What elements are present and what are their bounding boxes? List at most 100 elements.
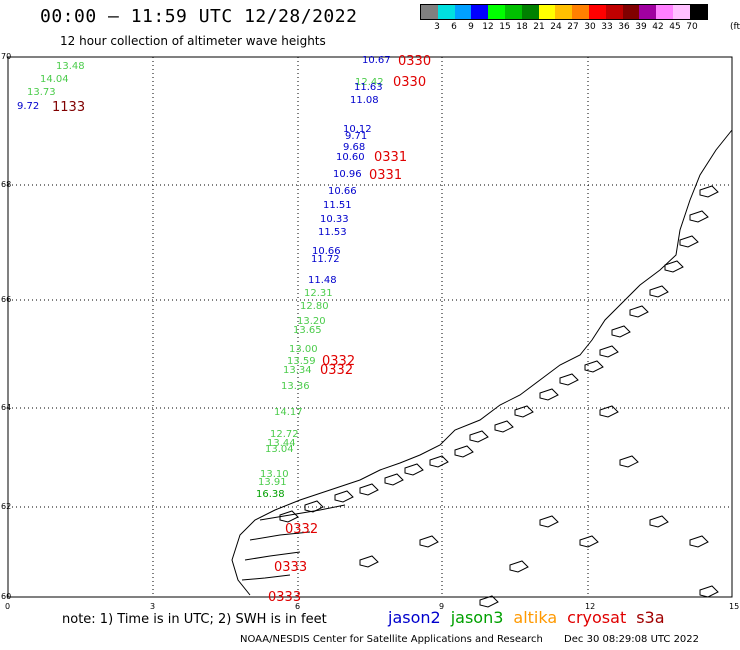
- observation-time-label: 0331: [374, 150, 407, 165]
- wave-height-label: 11.48: [308, 275, 337, 286]
- color-scale-tick: 15: [499, 22, 511, 32]
- island-outline: [559, 373, 579, 386]
- wave-height-label: 13.73: [27, 87, 56, 98]
- wave-height-label: 9.71: [345, 131, 367, 142]
- coastline: [249, 531, 311, 541]
- color-swatch: [421, 5, 438, 19]
- lon-tick-label: 6: [295, 602, 300, 611]
- wave-height-label: 13.00: [289, 344, 318, 355]
- color-swatch: [689, 5, 707, 19]
- credit-line: NOAA/NESDIS Center for Satellite Applica…: [240, 634, 717, 645]
- island-outline: [404, 463, 424, 476]
- wave-height-label: 13.36: [281, 381, 310, 392]
- wave-height-label: 13.04: [265, 444, 294, 455]
- color-swatch: [471, 5, 489, 19]
- credit-org: NOAA/NESDIS Center for Satellite Applica…: [240, 634, 543, 645]
- coastline: [231, 129, 733, 596]
- island-outline: [359, 555, 379, 568]
- observation-time-label: 0331: [369, 168, 402, 183]
- color-scale-tick: 6: [451, 22, 457, 32]
- island-outline: [599, 405, 619, 418]
- wave-height-label: 11.51: [323, 200, 352, 211]
- color-scale-tick: 12: [482, 22, 494, 32]
- page-subtitle: 12 hour collection of altimeter wave hei…: [60, 34, 326, 48]
- island-outline: [611, 325, 631, 338]
- wave-height-label: 11.08: [350, 95, 379, 106]
- island-outline: [514, 405, 534, 418]
- footnote: note: 1) Time is in UTC; 2) SWH is in fe…: [62, 612, 327, 627]
- observation-time-label: 0332: [322, 354, 355, 369]
- island-outline: [494, 420, 514, 433]
- color-swatch: [488, 5, 505, 19]
- island-outline: [664, 260, 684, 273]
- island-outline: [334, 490, 354, 503]
- credit-timestamp: Dec 30 08:29:08 UTC 2022: [564, 634, 700, 645]
- island-outline: [699, 585, 719, 598]
- island-outline: [579, 535, 599, 548]
- wave-height-label: 13.59: [287, 356, 316, 367]
- color-swatch: [572, 5, 589, 19]
- wave-height-label: 14.04: [40, 74, 69, 85]
- satellite-label-jason2: jason2: [388, 608, 441, 627]
- observation-time-label: 0330: [398, 54, 431, 69]
- color-scale-bar: [420, 4, 708, 20]
- coastline: [244, 551, 301, 561]
- lat-tick-label: 60: [1, 592, 11, 601]
- wave-height-label: 13.44: [267, 438, 296, 449]
- observation-time-label: 0332: [285, 522, 318, 537]
- color-swatch: [521, 5, 539, 19]
- wave-height-label: 13.65: [293, 325, 322, 336]
- color-swatch: [656, 5, 673, 19]
- satellite-label-s3a: s3a: [636, 608, 665, 627]
- wave-height-label: 11.72: [311, 254, 340, 265]
- island-outline: [699, 185, 719, 198]
- lon-tick-label: 9: [439, 602, 444, 611]
- color-scale-tick: 21: [533, 22, 545, 32]
- island-outline: [479, 595, 499, 608]
- island-outline: [689, 210, 709, 223]
- island-outline: [539, 515, 559, 528]
- color-swatch: [672, 5, 690, 19]
- wave-height-label: 14.17: [274, 407, 303, 418]
- island-outline: [429, 455, 449, 468]
- observation-time-label: 0332: [320, 363, 353, 378]
- island-outline: [584, 360, 604, 373]
- island-outline: [469, 430, 489, 443]
- coastline: [259, 504, 346, 521]
- wave-height-label: 10.67: [362, 55, 391, 66]
- color-swatch: [605, 5, 623, 19]
- color-scale-tick: 30: [584, 22, 596, 32]
- wave-height-label: 10.96: [333, 169, 362, 180]
- color-swatch: [454, 5, 472, 19]
- island-outline: [359, 483, 379, 496]
- wave-height-label: 13.20: [297, 316, 326, 327]
- color-swatch: [555, 5, 573, 19]
- color-scale-tick: 3: [434, 22, 440, 32]
- island-outline: [599, 345, 619, 358]
- island-outline: [454, 445, 474, 458]
- wave-height-label: 12.72: [270, 429, 299, 440]
- color-scale-tick: 45: [669, 22, 681, 32]
- wave-height-label: 10.60: [336, 152, 365, 163]
- wave-height-label: 16.38: [256, 489, 285, 500]
- island-outline: [304, 500, 324, 513]
- color-scale-labels: 3 6 9 12 15 18 21 24 27 30 33 36 39 42 45 70: [420, 20, 708, 32]
- island-outline: [419, 535, 439, 548]
- satellite-label-altika: altika: [513, 608, 558, 627]
- coastline: [241, 574, 291, 581]
- wave-height-label: 12.42: [355, 77, 384, 88]
- lat-tick-label: 64: [1, 403, 11, 412]
- island-outline: [679, 235, 699, 248]
- color-swatch: [622, 5, 640, 19]
- island-outline: [689, 535, 709, 548]
- wave-height-label: 9.68: [343, 142, 365, 153]
- color-scale-tick: 9: [468, 22, 474, 32]
- wave-height-label: 12.80: [300, 301, 329, 312]
- wave-height-label: 10.12: [343, 124, 372, 135]
- wave-height-label: 13.91: [258, 477, 287, 488]
- island-outline: [539, 388, 559, 401]
- page-title: 00:00 – 11:59 UTC 12/28/2022: [40, 6, 358, 27]
- color-swatch: [504, 5, 522, 19]
